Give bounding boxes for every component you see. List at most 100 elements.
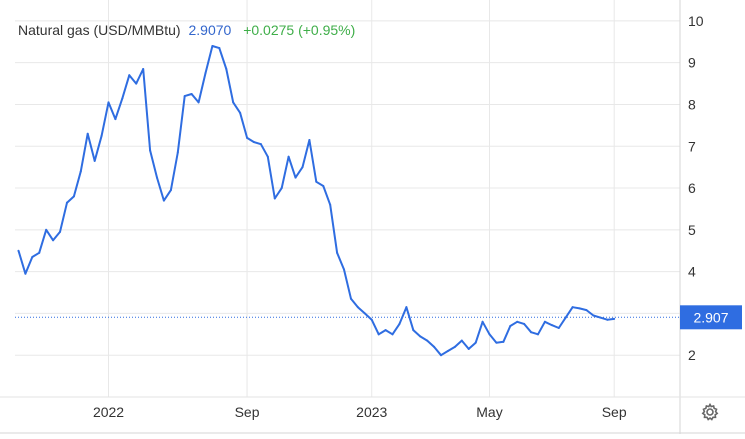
y-tick-label: 4: [688, 264, 696, 280]
data-point: [232, 101, 235, 104]
x-tick-label: Sep: [235, 404, 260, 420]
data-point: [557, 327, 560, 330]
data-point: [343, 268, 346, 271]
data-point: [239, 111, 242, 114]
series-line: [17, 45, 615, 357]
data-point: [211, 44, 214, 47]
data-point: [169, 189, 172, 192]
data-point: [412, 329, 415, 332]
data-point: [259, 143, 262, 146]
data-point: [59, 230, 62, 233]
data-point: [543, 320, 546, 323]
data-point: [349, 297, 352, 300]
data-point: [481, 320, 484, 323]
y-tick-label: 9: [688, 55, 696, 71]
data-point: [356, 306, 359, 309]
data-point: [433, 345, 436, 348]
data-point: [100, 134, 103, 137]
y-tick-label: 5: [688, 222, 696, 238]
data-point: [204, 72, 207, 75]
data-point: [467, 347, 470, 350]
data-point: [65, 201, 68, 204]
data-point: [336, 251, 339, 254]
data-point: [398, 322, 401, 325]
data-point: [613, 317, 616, 320]
data-point: [45, 228, 48, 231]
data-point: [128, 74, 131, 77]
data-point: [516, 320, 519, 323]
current-price: 2.9070: [188, 22, 232, 38]
data-point: [17, 249, 20, 252]
data-point: [391, 333, 394, 336]
data-point: [571, 306, 574, 309]
data-point: [495, 341, 498, 344]
data-point: [190, 93, 193, 96]
data-point: [273, 197, 276, 200]
data-point: [377, 333, 380, 336]
chart-header: Natural gas (USD/MMBtu) 2.9070 +0.0275 (…: [18, 22, 355, 38]
data-point: [550, 324, 553, 327]
data-point: [294, 176, 297, 179]
data-point: [536, 333, 539, 336]
data-point: [149, 149, 152, 152]
data-point: [606, 318, 609, 321]
data-point: [142, 67, 145, 70]
data-point: [329, 203, 332, 206]
data-point: [315, 180, 318, 183]
data-point: [38, 251, 41, 254]
data-point: [474, 341, 477, 344]
data-point: [585, 309, 588, 312]
data-point: [370, 318, 373, 321]
x-tick-label: May: [476, 404, 502, 420]
data-point: [453, 345, 456, 348]
data-point: [156, 176, 159, 179]
data-point: [599, 316, 602, 319]
data-point: [252, 141, 255, 144]
data-point: [135, 82, 138, 85]
data-point: [308, 138, 311, 141]
gear-icon[interactable]: [700, 402, 720, 422]
data-point: [86, 132, 89, 135]
x-tick-label: 2022: [93, 404, 124, 420]
data-point: [592, 314, 595, 317]
y-tick-label: 6: [688, 180, 696, 196]
data-point: [578, 307, 581, 310]
last-price-badge: 2.907: [680, 305, 742, 330]
x-tick-label: Sep: [602, 404, 627, 420]
data-point: [426, 339, 429, 342]
data-point: [287, 155, 290, 158]
instrument-name: Natural gas (USD/MMBtu): [18, 22, 181, 38]
data-point: [114, 118, 117, 121]
data-point: [197, 101, 200, 104]
data-point: [93, 159, 96, 162]
y-tick-label: 10: [688, 13, 704, 29]
data-point: [419, 335, 422, 338]
data-point: [405, 306, 408, 309]
data-point: [502, 340, 505, 343]
last-price-badge-bg: [680, 305, 742, 330]
data-point: [176, 151, 179, 154]
y-tick-label: 8: [688, 96, 696, 112]
data-point: [440, 354, 443, 357]
data-point: [218, 47, 221, 50]
data-point: [246, 136, 249, 139]
y-tick-label: 2: [688, 347, 696, 363]
data-point: [121, 97, 124, 100]
data-point: [225, 67, 228, 70]
data-point: [24, 272, 27, 275]
data-point: [446, 350, 449, 353]
data-point: [31, 256, 34, 259]
data-point: [322, 184, 325, 187]
data-point: [183, 95, 186, 98]
y-tick-label: 7: [688, 138, 696, 154]
data-point: [523, 322, 526, 325]
data-point: [384, 329, 387, 332]
data-point: [52, 239, 55, 242]
data-point: [162, 199, 165, 202]
data-point: [107, 101, 110, 104]
data-point: [488, 333, 491, 336]
data-point: [530, 331, 533, 334]
data-point: [266, 155, 269, 158]
